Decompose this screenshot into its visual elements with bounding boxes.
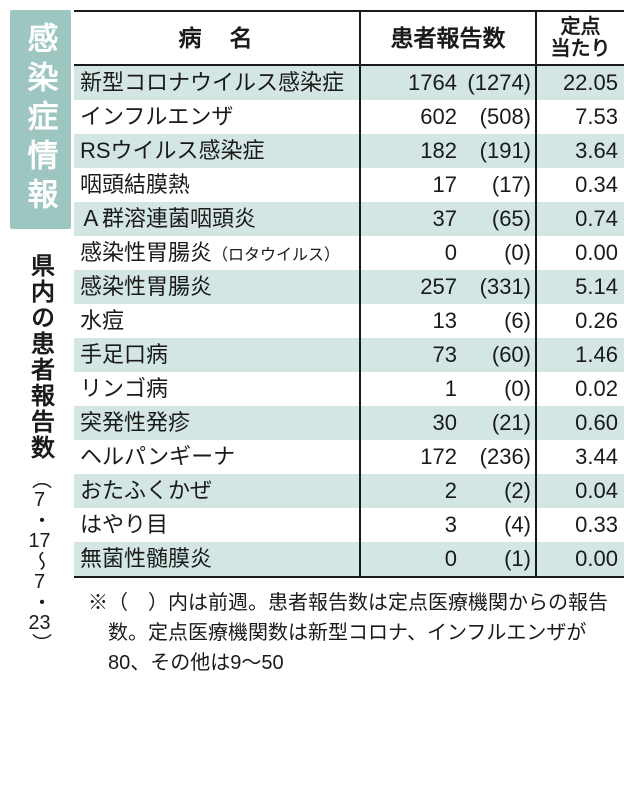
patient-count: 172(236) (360, 440, 536, 474)
col-header-count: 患者報告数 (360, 11, 536, 65)
patient-count: 1(0) (360, 372, 536, 406)
disease-name: 突発性発疹 (74, 406, 360, 440)
table-row: 感染性胃腸炎257(331)5.14 (74, 270, 624, 304)
disease-name: 感染性胃腸炎 (74, 270, 360, 304)
patient-count: 37(65) (360, 202, 536, 236)
title-badge: 感染症情報 (10, 10, 71, 229)
col-header-rate: 定点当たり (536, 11, 624, 65)
patient-count: 3(4) (360, 508, 536, 542)
disease-name: 新型コロナウイルス感染症 (74, 65, 360, 100)
disease-name: はやり目 (74, 508, 360, 542)
disease-table: 病名 患者報告数 定点当たり 新型コロナウイルス感染症1764(1274)22.… (74, 10, 624, 578)
patient-count: 13(6) (360, 304, 536, 338)
table-row: ヘルパンギーナ172(236)3.44 (74, 440, 624, 474)
table-row: リンゴ病1(0)0.02 (74, 372, 624, 406)
per-point-rate: 0.34 (536, 168, 624, 202)
per-point-rate: 0.00 (536, 542, 624, 577)
table-row: 突発性発疹30(21)0.60 (74, 406, 624, 440)
patient-count: 0(1) (360, 542, 536, 577)
disease-name: RSウイルス感染症 (74, 134, 360, 168)
table-row: 水痘13(6)0.26 (74, 304, 624, 338)
table-row: Ａ群溶連菌咽頭炎37(65)0.74 (74, 202, 624, 236)
per-point-rate: 22.05 (536, 65, 624, 100)
disease-name: ヘルパンギーナ (74, 440, 360, 474)
disease-name: 感染性胃腸炎（ロタウイルス） (74, 236, 360, 270)
patient-count: 182(191) (360, 134, 536, 168)
per-point-rate: 7.53 (536, 100, 624, 134)
patient-count: 2(2) (360, 474, 536, 508)
patient-count: 73(60) (360, 338, 536, 372)
disease-name: Ａ群溶連菌咽頭炎 (74, 202, 360, 236)
col-header-name: 病名 (74, 11, 360, 65)
disease-name: おたふくかぜ (74, 474, 360, 508)
table-row: 無菌性髄膜炎0(1)0.00 (74, 542, 624, 577)
footnote: ※（ ）内は前週。患者報告数は定点医療機関からの報告数。定点医療機関数は新型コロ… (94, 578, 624, 678)
patient-count: 17(17) (360, 168, 536, 202)
per-point-rate: 0.26 (536, 304, 624, 338)
per-point-rate: 3.44 (536, 440, 624, 474)
disease-name: 手足口病 (74, 338, 360, 372)
left-column: 感染症情報 県内の患者報告数 （7・17〜7・23） (6, 10, 74, 792)
per-point-rate: 0.74 (536, 202, 624, 236)
table-row: はやり目3(4)0.33 (74, 508, 624, 542)
per-point-rate: 5.14 (536, 270, 624, 304)
date-period: （7・17〜7・23） (26, 469, 55, 654)
per-point-rate: 0.60 (536, 406, 624, 440)
disease-name: 水痘 (74, 304, 360, 338)
table-row: 手足口病73(60)1.46 (74, 338, 624, 372)
patient-count: 1764(1274) (360, 65, 536, 100)
patient-count: 257(331) (360, 270, 536, 304)
subtitle: 県内の患者報告数 (23, 253, 58, 461)
table-row: RSウイルス感染症182(191)3.64 (74, 134, 624, 168)
per-point-rate: 0.33 (536, 508, 624, 542)
disease-name: 無菌性髄膜炎 (74, 542, 360, 577)
table-row: 咽頭結膜熱17(17)0.34 (74, 168, 624, 202)
patient-count: 30(21) (360, 406, 536, 440)
main-content: 病名 患者報告数 定点当たり 新型コロナウイルス感染症1764(1274)22.… (74, 10, 624, 792)
disease-name: リンゴ病 (74, 372, 360, 406)
per-point-rate: 0.00 (536, 236, 624, 270)
patient-count: 602(508) (360, 100, 536, 134)
per-point-rate: 0.04 (536, 474, 624, 508)
table-row: 感染性胃腸炎（ロタウイルス）0(0)0.00 (74, 236, 624, 270)
per-point-rate: 1.46 (536, 338, 624, 372)
disease-name: インフルエンザ (74, 100, 360, 134)
table-row: 新型コロナウイルス感染症1764(1274)22.05 (74, 65, 624, 100)
per-point-rate: 3.64 (536, 134, 624, 168)
disease-name: 咽頭結膜熱 (74, 168, 360, 202)
patient-count: 0(0) (360, 236, 536, 270)
table-row: インフルエンザ602(508)7.53 (74, 100, 624, 134)
table-row: おたふくかぜ2(2)0.04 (74, 474, 624, 508)
per-point-rate: 0.02 (536, 372, 624, 406)
